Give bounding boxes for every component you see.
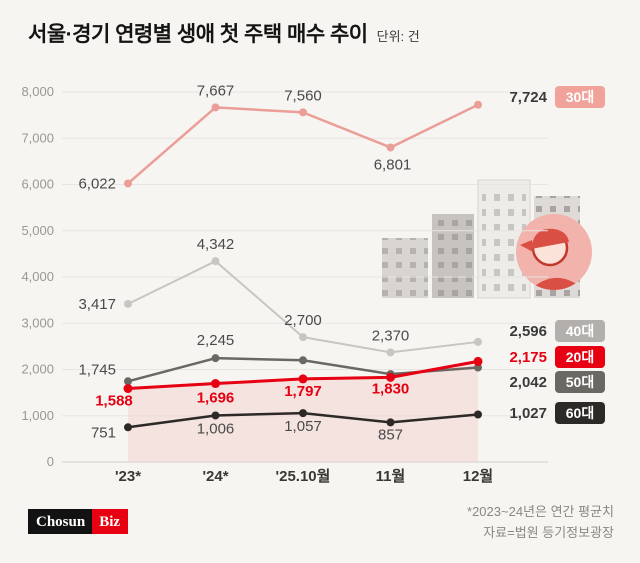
data-point-20s <box>386 372 395 382</box>
data-point-40s <box>299 333 307 342</box>
logo-biz: Biz <box>92 509 129 534</box>
legend-badge-40s <box>555 320 605 342</box>
legend-badge-20s <box>555 346 605 368</box>
x-tick-label: 12월 <box>463 468 494 485</box>
point-label-60s: 857 <box>378 426 403 443</box>
y-tick-label: 6,000 <box>21 177 54 192</box>
data-point-20s <box>473 356 483 366</box>
x-tick-label: '24* <box>202 468 228 485</box>
y-tick-label: 7,000 <box>21 130 54 145</box>
data-point-50s <box>211 354 220 363</box>
data-point-20s <box>211 379 220 389</box>
logo-chosun: Chosun <box>28 509 93 534</box>
legend-badge-label-60s: 60대 <box>566 405 594 421</box>
building-illustration <box>382 179 592 299</box>
point-label-20s: 1,588 <box>95 393 133 410</box>
legend-badge-label-30s: 30대 <box>566 89 594 105</box>
data-point-50s <box>474 363 482 372</box>
point-label-30s: 6,022 <box>78 175 116 192</box>
point-label-50s: 2,245 <box>197 332 235 349</box>
data-point-30s <box>124 179 132 188</box>
legend-badge-30s <box>555 86 605 108</box>
header: 서울·경기 연령별 생애 첫 주택 매수 추이 단위: 건 <box>28 18 420 48</box>
page-title: 서울·경기 연령별 생애 첫 주택 매수 추이 <box>28 23 368 46</box>
point-label-40s: 4,342 <box>197 236 235 253</box>
point-label-20s: 1,830 <box>372 380 410 397</box>
point-label-60s: 1,006 <box>197 420 235 437</box>
data-point-60s <box>211 411 220 420</box>
data-point-40s <box>124 299 132 308</box>
y-tick-label: 4,000 <box>21 269 54 284</box>
source-notes: *2023~24년은 연간 평균치 자료=법원 등기정보광장 <box>467 502 614 544</box>
point-label-40s: 2,700 <box>284 312 322 329</box>
data-point-60s <box>474 410 482 419</box>
x-tick-label: 11월 <box>376 468 406 485</box>
data-point-20s <box>298 374 308 384</box>
y-tick-label: 1,000 <box>21 408 54 423</box>
y-tick-label: 0 <box>47 454 54 469</box>
y-tick-label: 2,000 <box>21 362 54 377</box>
legend-badge-label-20s: 20대 <box>566 349 594 365</box>
note-source: 자료=법원 등기정보광장 <box>483 524 614 540</box>
legend-value-20s: 2,175 <box>509 349 547 366</box>
unit-label: 단위: 건 <box>376 29 420 44</box>
point-label-30s: 7,667 <box>197 82 235 99</box>
data-point-30s <box>299 108 307 117</box>
point-label-40s: 2,370 <box>372 327 410 344</box>
chosunbiz-logo: Chosun Biz <box>28 509 129 534</box>
y-tick-label: 5,000 <box>21 223 54 238</box>
data-point-20s <box>123 384 133 394</box>
point-label-30s: 7,560 <box>284 87 322 104</box>
legend-badge-50s <box>555 371 605 393</box>
y-tick-label: 8,000 <box>21 84 54 99</box>
series-line-30s <box>126 103 480 185</box>
data-point-50s <box>299 356 307 365</box>
point-label-20s: 1,696 <box>197 390 235 407</box>
data-point-60s <box>386 418 395 427</box>
legend-badge-60s <box>555 402 605 424</box>
data-point-60s <box>299 409 307 418</box>
legend-badge-label-40s: 40대 <box>566 323 594 339</box>
homebuyer-icon <box>516 214 592 290</box>
legend-value-30s: 7,724 <box>509 89 547 106</box>
x-tick-label: '23* <box>115 468 141 485</box>
data-point-40s <box>386 348 395 357</box>
point-label-60s: 1,057 <box>284 418 322 435</box>
legend-badge-label-50s: 50대 <box>566 374 594 390</box>
data-point-30s <box>474 100 482 109</box>
data-point-40s <box>474 337 482 346</box>
y-tick-label: 3,000 <box>21 315 54 330</box>
legend-value-50s: 2,042 <box>509 374 547 391</box>
point-label-20s: 1,797 <box>284 383 322 400</box>
data-point-60s <box>124 423 132 432</box>
legend-value-40s: 2,596 <box>509 323 547 340</box>
legend-value-60s: 1,027 <box>509 405 547 422</box>
point-label-60s: 751 <box>91 424 116 441</box>
point-label-50s: 1,745 <box>78 361 116 378</box>
data-point-50s <box>124 377 132 386</box>
data-point-30s <box>211 103 220 112</box>
data-point-30s <box>386 143 395 152</box>
note-average: *2023~24년은 연간 평균치 <box>467 504 614 519</box>
point-label-40s: 3,417 <box>78 296 116 313</box>
point-label-30s: 6,801 <box>374 156 412 173</box>
x-tick-label: '25.10월 <box>276 468 331 485</box>
data-point-40s <box>211 257 220 266</box>
